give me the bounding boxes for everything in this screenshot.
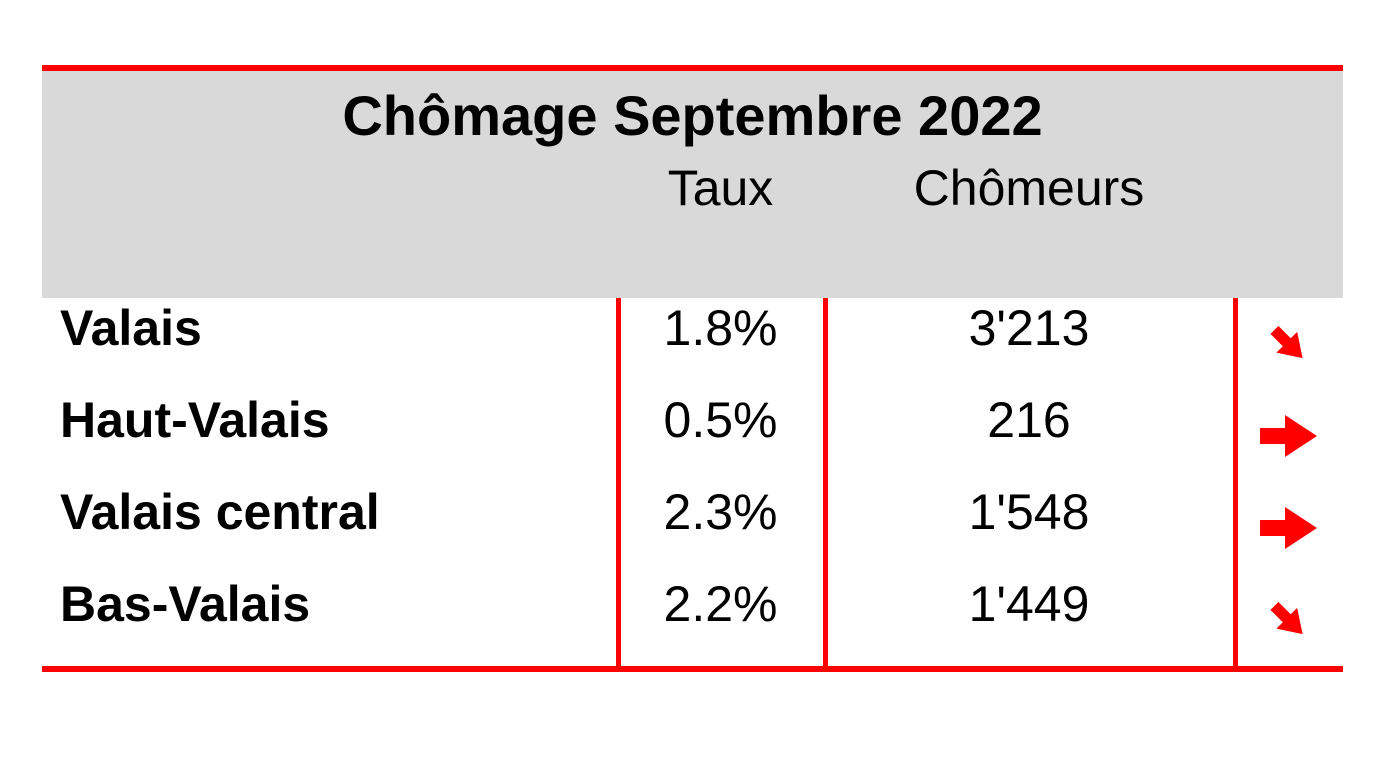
chomeurs-value: 216 [987,392,1071,448]
chomeurs-value: 1'449 [968,576,1090,632]
trend-right-icon [1233,482,1343,574]
table-row: Haut-Valais 0.5% 216 [0,390,1378,482]
taux-value: 1.8% [663,300,778,356]
trend-down-right-icon [1233,298,1343,390]
bottom-border-line [42,666,1343,672]
top-border-line [42,65,1343,71]
table-header: Chômage Septembre 2022 Taux Chômeurs [42,71,1343,298]
taux-value: 2.3% [663,484,778,540]
region-label: Valais central [60,484,380,540]
table-row: Bas-Valais 2.2% 1'449 [0,574,1378,666]
region-label: Bas-Valais [60,576,311,632]
column-header-taux: Taux [667,160,774,216]
chomeurs-value: 1'548 [968,484,1090,540]
page-title: Chômage Septembre 2022 [342,84,1043,147]
trend-down-right-icon [1233,574,1343,666]
taux-value: 2.2% [663,576,778,632]
column-divider [616,298,621,672]
table-row: Valais central 2.3% 1'548 [0,482,1378,574]
region-label: Valais [60,300,202,356]
column-divider [823,298,828,672]
column-divider [1233,298,1238,672]
region-label: Haut-Valais [60,392,330,448]
table-row: Valais 1.8% 3'213 [0,298,1378,390]
trend-right-icon [1233,390,1343,482]
taux-value: 0.5% [663,392,778,448]
column-header-chomeurs: Chômeurs [913,160,1145,216]
chomeurs-value: 3'213 [968,300,1090,356]
